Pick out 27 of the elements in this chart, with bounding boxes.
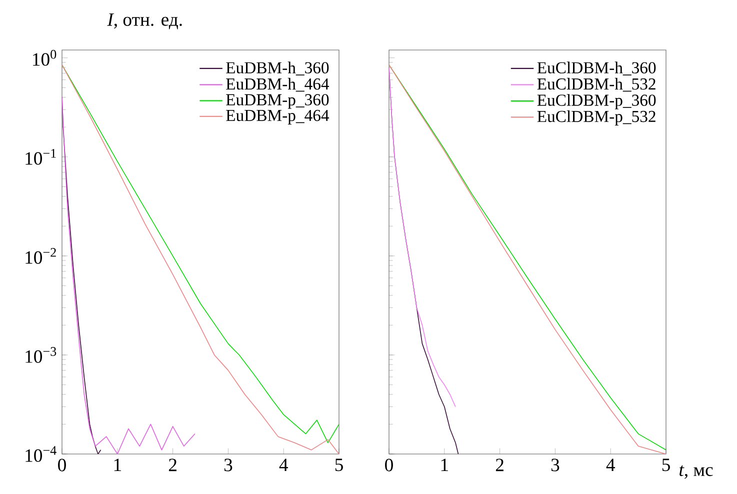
y-tick-label: 10$^{−4}$ bbox=[26, 446, 56, 462]
x-tick-label: 1 bbox=[441, 458, 448, 472]
legend-label: EuClDBM-h_532 bbox=[537, 78, 656, 92]
legend-label: EuDBM-p_360 bbox=[226, 94, 329, 109]
x-tick-label: 5 bbox=[335, 458, 343, 472]
x-axis-title: t, мс bbox=[680, 465, 713, 479]
x-tick-label: 4 bbox=[606, 458, 615, 471]
x-tick-label: 0 bbox=[58, 458, 66, 472]
x-tick-label: 2 bbox=[168, 458, 176, 472]
y-tick-label: 10$^{0}$ bbox=[33, 50, 56, 66]
y-axis-title: I, отн. ед. bbox=[107, 13, 182, 30]
x-tick-label: 2 bbox=[496, 458, 504, 472]
legend-label: EuClDBM-h_360 bbox=[537, 62, 656, 76]
x-tick-label: 3 bbox=[551, 458, 560, 472]
x-tick-label: 1 bbox=[114, 458, 121, 472]
x-tick-label: 5 bbox=[662, 458, 670, 472]
legend-label: EuDBM-h_360 bbox=[226, 62, 329, 76]
x-tick-label: 4 bbox=[279, 458, 288, 471]
x-tick-label: 0 bbox=[385, 458, 393, 472]
legend-label: EuClDBM-p_360 bbox=[537, 94, 656, 110]
legend-label: EuDBM-p_464 bbox=[226, 110, 330, 124]
legend-label: EuDBM-h_464 bbox=[226, 78, 330, 92]
legend-label: EuClDBM-p_532 bbox=[537, 110, 656, 126]
y-tick-label: 10$^{−3}$ bbox=[26, 347, 56, 363]
x-tick-label: 3 bbox=[224, 458, 232, 472]
y-tick-label: 10$^{−1}$ bbox=[26, 148, 56, 165]
y-tick-label: 10$^{−2}$ bbox=[26, 248, 56, 264]
